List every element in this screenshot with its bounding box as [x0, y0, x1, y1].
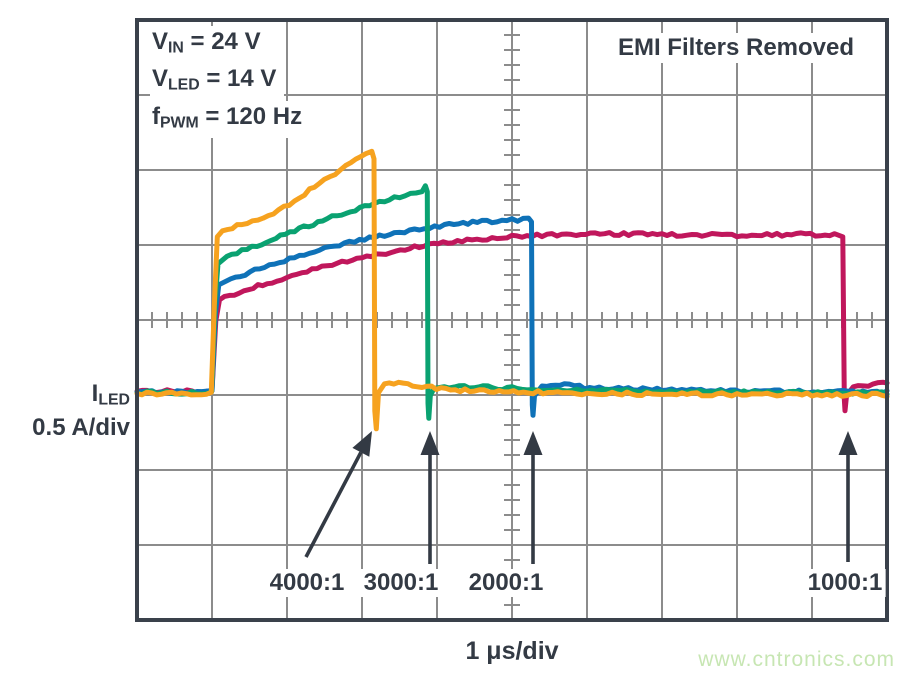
- condition-fpwm: fPWM = 120 Hz: [150, 100, 311, 139]
- condition-vin-value: = 24 V: [183, 28, 261, 55]
- y-axis-signal-name: ILED: [0, 380, 130, 414]
- annotation-arrow-1000-1: [838, 431, 858, 562]
- trace-4000-1: [134, 148, 890, 432]
- condition-vled-symbol: V: [152, 65, 169, 93]
- ratio-label-1000-1: 1000:1: [804, 569, 886, 597]
- ratio-label-4000-1: 4000:1: [266, 569, 348, 597]
- y-axis-label: ILED 0.5 A/div: [0, 380, 130, 442]
- condition-fpwm-symbol: f: [152, 102, 160, 130]
- condition-vin: VIN = 24 V: [150, 26, 269, 64]
- condition-vled: VLED = 14 V: [150, 63, 285, 101]
- test-conditions: VIN = 24 V VLED = 14 V fPWM = 120 Hz: [150, 26, 311, 139]
- annotation-arrow-4000-1: [304, 431, 372, 558]
- annotation-arrow-2000-1: [523, 431, 543, 564]
- x-axis-scale: 1 μs/div: [465, 637, 559, 665]
- condition-vled-subscript: LED: [168, 76, 200, 94]
- ratio-label-2000-1: 2000:1: [465, 569, 547, 597]
- condition-fpwm-subscript: PWM: [160, 114, 199, 132]
- trace-1000-1: [134, 230, 890, 414]
- condition-vin-subscript: IN: [168, 39, 184, 57]
- note-emi-filters-removed: EMI Filters Removed: [607, 33, 865, 63]
- watermark: www.cntronics.com: [698, 648, 895, 671]
- y-axis-subscript: LED: [98, 391, 130, 409]
- y-axis-scale: 0.5 A/div: [32, 414, 130, 442]
- ratio-label-3000-1: 3000:1: [360, 569, 442, 597]
- y-axis-symbol: I: [91, 380, 99, 407]
- plot-border: [135, 18, 889, 622]
- condition-fpwm-value: = 120 Hz: [198, 102, 303, 130]
- condition-vin-symbol: V: [152, 28, 169, 55]
- annotation-arrow-3000-1: [420, 431, 440, 564]
- condition-vled-value: = 14 V: [199, 65, 277, 93]
